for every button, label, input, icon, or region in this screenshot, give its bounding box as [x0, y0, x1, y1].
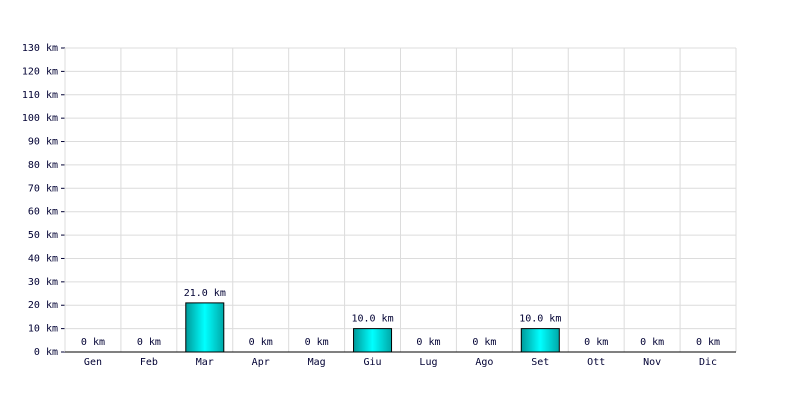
- value-label: 0 km: [249, 337, 273, 348]
- value-label: 21.0 km: [184, 288, 226, 299]
- value-label: 0 km: [416, 337, 440, 348]
- y-tick-label: 70 km: [28, 183, 58, 194]
- x-tick-label: Lug: [419, 357, 437, 368]
- x-tick-label: Ago: [475, 357, 493, 368]
- y-tick-label: 0 km: [34, 347, 58, 358]
- y-tick-label: 20 km: [28, 300, 58, 311]
- x-tick-label: Feb: [140, 357, 158, 368]
- x-tick-label: Gen: [84, 357, 102, 368]
- value-label: 0 km: [696, 337, 720, 348]
- y-tick-label: 50 km: [28, 230, 58, 241]
- bar: [520, 328, 560, 353]
- y-tick-label: 100 km: [22, 113, 58, 124]
- x-tick-label: Dic: [699, 357, 717, 368]
- bar: [353, 328, 393, 353]
- value-label: 10.0 km: [351, 314, 393, 325]
- y-tick-label: 30 km: [28, 277, 58, 288]
- x-tick-label: Mar: [196, 357, 214, 368]
- y-tick-label: 10 km: [28, 324, 58, 335]
- value-label: 0 km: [472, 337, 496, 348]
- y-tick-label: 40 km: [28, 253, 58, 264]
- x-tick-label: Giu: [364, 357, 382, 368]
- y-tick-label: 130 km: [22, 43, 58, 54]
- x-tick-label: Apr: [252, 357, 270, 368]
- y-tick-label: 110 km: [22, 90, 58, 101]
- x-tick-label: Ott: [587, 357, 605, 368]
- y-tick-label: 60 km: [28, 207, 58, 218]
- value-label: 0 km: [305, 337, 329, 348]
- value-label: 0 km: [584, 337, 608, 348]
- x-tick-label: Nov: [643, 357, 661, 368]
- x-tick-label: Mag: [308, 357, 326, 368]
- y-tick-label: 90 km: [28, 137, 58, 148]
- x-tick-label: Set: [531, 357, 549, 368]
- value-label: 0 km: [640, 337, 664, 348]
- value-label: 0 km: [137, 337, 161, 348]
- y-tick-label: 80 km: [28, 160, 58, 171]
- bar: [185, 302, 225, 353]
- y-tick-label: 120 km: [22, 66, 58, 77]
- value-label: 0 km: [81, 337, 105, 348]
- value-label: 10.0 km: [519, 314, 561, 325]
